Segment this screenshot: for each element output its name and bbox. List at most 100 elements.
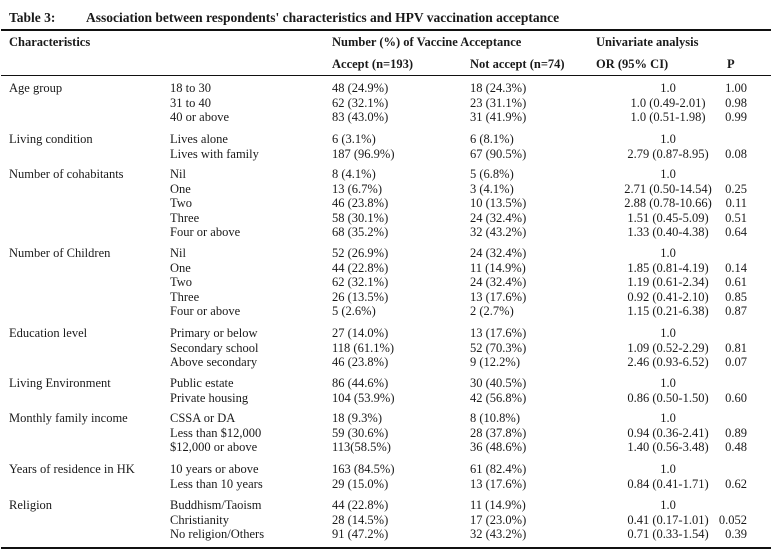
row-not-accept-count: 32 (43.2%) [470, 527, 527, 541]
row-accept-count: 27 (14.0%) [332, 326, 389, 340]
row-not-accept-count: 8 (10.8%) [470, 411, 520, 425]
group-name: Living Environment [9, 376, 111, 390]
row-subgroup: Four or above [170, 225, 241, 239]
row-not-accept-count: 67 (90.5%) [470, 146, 527, 161]
row-not-accept-count: 13 (17.6%) [470, 476, 527, 491]
row-accept-count: 26 (13.5%) [332, 289, 389, 304]
row-p-value: 0.89 [725, 425, 747, 440]
row-odds-ratio: 1.0 (0.51-1.98) [630, 110, 706, 124]
row-p-value: 1.00 [725, 81, 747, 95]
row-p-value: 0.08 [725, 146, 747, 161]
row-odds-ratio: 1.09 (0.52-2.29) [627, 340, 709, 355]
row-accept-count: 62 (32.1%) [332, 275, 389, 289]
row-not-accept-count: 10 (13.5%) [470, 196, 527, 210]
row-odds-ratio: 0.92 (0.41-2.10) [627, 289, 709, 304]
row-not-accept-count: 6 (8.1%) [470, 132, 514, 146]
group-name: Education level [9, 326, 88, 340]
row-accept-count: 46 (23.8%) [332, 355, 389, 369]
row-accept-count: 28 (14.5%) [332, 512, 389, 527]
row-odds-ratio: 2.46 (0.93-6.52) [627, 355, 709, 369]
row-odds-ratio: 1.40 (0.56-3.48) [627, 440, 709, 454]
row-accept-count: 58 (30.1%) [332, 210, 389, 225]
row-p-value: 0.99 [725, 110, 747, 124]
row-odds-ratio: 1.0 [660, 411, 676, 425]
row-p-value: 0.98 [725, 95, 747, 110]
row-odds-ratio: 1.0 [660, 326, 676, 340]
row-not-accept-count: 24 (32.4%) [470, 246, 527, 260]
row-not-accept-count: 32 (43.2%) [470, 225, 527, 239]
row-odds-ratio: 1.85 (0.81-4.19) [627, 260, 709, 275]
header-number-group: Number (%) of Vaccine Acceptance [332, 35, 522, 49]
row-accept-count: 62 (32.1%) [332, 95, 389, 110]
row-odds-ratio: 1.0 [660, 498, 676, 512]
row-subgroup: Christianity [170, 512, 230, 527]
row-not-accept-count: 31 (41.9%) [470, 110, 527, 124]
row-accept-count: 83 (43.0%) [332, 110, 389, 124]
row-subgroup: Private housing [170, 390, 249, 405]
row-p-value: 0.052 [718, 512, 747, 527]
row-not-accept-count: 36 (48.6%) [470, 440, 527, 454]
row-accept-count: 163 (84.5%) [332, 462, 395, 476]
row-p-value: 0.39 [725, 527, 747, 541]
header-univariate: Univariate analysis [596, 35, 699, 49]
row-accept-count: 91 (47.2%) [332, 527, 389, 541]
row-odds-ratio: 0.84 (0.41-1.71) [627, 476, 709, 491]
row-odds-ratio: 0.94 (0.36-2.41) [627, 425, 709, 440]
row-subgroup: 31 to 40 [170, 95, 211, 110]
row-not-accept-count: 52 (70.3%) [470, 340, 527, 355]
row-accept-count: 8 (4.1%) [332, 167, 376, 181]
row-p-value: 0.25 [725, 181, 747, 196]
header-rule [1, 75, 771, 76]
row-subgroup: Three [170, 289, 200, 304]
row-p-value: 0.51 [725, 210, 747, 225]
row-not-accept-count: 61 (82.4%) [470, 462, 527, 476]
row-accept-count: 118 (61.1%) [332, 340, 395, 355]
top-rule [1, 29, 771, 31]
row-accept-count: 48 (24.9%) [332, 81, 389, 95]
row-odds-ratio: 1.51 (0.45-5.09) [627, 210, 709, 225]
row-accept-count: 29 (15.0%) [332, 476, 389, 491]
row-subgroup: 40 or above [170, 110, 230, 124]
row-accept-count: 104 (53.9%) [332, 390, 395, 405]
header-characteristics: Characteristics [9, 35, 91, 49]
group-name: Years of residence in HK [9, 462, 135, 476]
row-p-value: 0.81 [725, 340, 747, 355]
row-subgroup: Two [170, 275, 193, 289]
group-name: Number of Children [9, 246, 111, 260]
row-accept-count: 52 (26.9%) [332, 246, 389, 260]
row-p-value: 0.60 [725, 390, 747, 405]
header-not-accept: Not accept (n=74) [470, 57, 565, 71]
row-not-accept-count: 11 (14.9%) [470, 260, 526, 275]
row-subgroup: Nil [170, 246, 186, 260]
row-odds-ratio: 1.0 [660, 132, 676, 146]
row-accept-count: 86 (44.6%) [332, 376, 389, 390]
row-subgroup: One [170, 181, 191, 196]
row-accept-count: 59 (30.6%) [332, 425, 389, 440]
header-p: P [727, 57, 735, 71]
header-accept: Accept (n=193) [332, 57, 414, 71]
row-subgroup: Less than 10 years [170, 476, 263, 491]
row-p-value: 0.62 [725, 476, 747, 491]
row-odds-ratio: 1.33 (0.40-4.38) [627, 225, 709, 239]
row-subgroup: Primary or below [170, 326, 258, 340]
group-name: Number of cohabitants [9, 167, 124, 181]
row-not-accept-count: 17 (23.0%) [470, 512, 527, 527]
row-accept-count: 6 (3.1%) [332, 132, 376, 146]
row-subgroup: Lives with family [170, 146, 259, 161]
row-p-value: 0.07 [725, 355, 747, 369]
group-name: Living condition [9, 132, 93, 146]
row-subgroup: Secondary school [170, 340, 259, 355]
row-not-accept-count: 5 (6.8%) [470, 167, 514, 181]
row-not-accept-count: 28 (37.8%) [470, 425, 527, 440]
row-subgroup: Lives alone [170, 132, 228, 146]
row-odds-ratio: 2.71 (0.50-14.54) [624, 181, 712, 196]
row-subgroup: 18 to 30 [170, 81, 211, 95]
row-p-value: 0.64 [725, 225, 747, 239]
table-title: Association between respondents' charact… [86, 10, 560, 25]
row-not-accept-count: 2 (2.7%) [470, 304, 514, 318]
row-subgroup: Two [170, 196, 193, 210]
row-accept-count: 13 (6.7%) [332, 181, 382, 196]
row-subgroup: $12,000 or above [170, 440, 258, 454]
row-odds-ratio: 1.0 [660, 167, 676, 181]
row-odds-ratio: 1.0 [660, 462, 676, 476]
